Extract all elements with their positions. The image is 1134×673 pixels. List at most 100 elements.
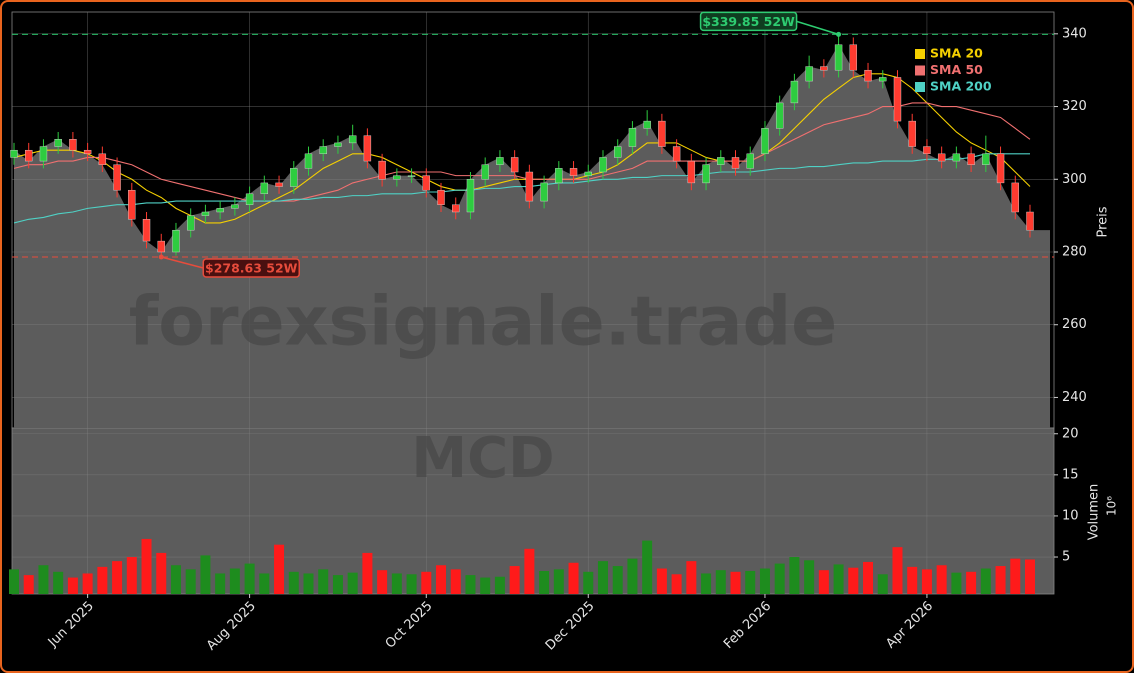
volume-bar <box>759 568 770 594</box>
volume-bar <box>53 571 64 594</box>
legend-label: SMA 50 <box>930 62 983 77</box>
volume-bar <box>126 557 137 594</box>
candle-body <box>69 139 77 151</box>
y-tick-label: 10 <box>1062 508 1079 523</box>
sma-line <box>13 153 1030 224</box>
candle-body <box>923 146 931 155</box>
candle-body <box>746 153 754 169</box>
y-tick-label: 20 <box>1062 426 1079 441</box>
candle-body <box>687 160 696 184</box>
candle-body <box>672 146 681 162</box>
y-tick-label: 280 <box>1062 245 1087 260</box>
candle-body <box>245 193 254 205</box>
candle-body <box>982 153 990 165</box>
candle-body <box>879 77 887 82</box>
volume-bar <box>789 557 800 594</box>
volume-bar <box>377 570 388 594</box>
candle-body <box>98 153 107 165</box>
candle-body <box>952 153 961 162</box>
candle-body <box>142 219 151 242</box>
candle-body <box>614 146 622 158</box>
x-tick-label: Feb 2026 <box>721 599 774 652</box>
candle-body <box>849 44 858 71</box>
candle-body <box>525 171 534 202</box>
candle-body <box>628 128 637 147</box>
candle-body <box>908 120 916 147</box>
volume-bar <box>671 574 682 594</box>
candle-body <box>304 153 313 169</box>
candle-body <box>893 77 902 122</box>
volume-bar <box>863 561 874 594</box>
candle-body <box>658 120 666 147</box>
candle-body <box>599 157 607 173</box>
volume-bar <box>715 570 726 594</box>
volume-bar <box>833 564 844 594</box>
candle-body <box>407 175 416 177</box>
candle-body <box>761 128 769 155</box>
candle-body <box>319 146 327 155</box>
candle-body <box>25 149 33 162</box>
volume-bar <box>966 571 977 594</box>
candle-body <box>437 189 445 205</box>
annotation-label: $278.63 52W <box>205 260 298 275</box>
candle-body <box>172 229 180 253</box>
candle-body <box>834 44 843 71</box>
volume-bar <box>112 561 123 594</box>
candle-body <box>348 135 357 144</box>
legend-swatch <box>915 65 925 76</box>
volume-bar <box>877 574 888 594</box>
candle-body <box>128 189 136 220</box>
x-tick-label: Dec 2025 <box>543 599 598 654</box>
x-tick-label: Aug 2025 <box>204 599 259 654</box>
candle-body <box>83 149 92 155</box>
candle-body <box>864 69 872 82</box>
volume-bar <box>450 569 461 594</box>
watermark: forexsignale.trade <box>129 283 838 362</box>
volume-bar <box>332 575 343 594</box>
candle-body <box>201 211 210 216</box>
candle-body <box>216 208 224 213</box>
volume-bar <box>980 568 991 594</box>
candle-body <box>1026 211 1034 231</box>
volume-bar <box>170 565 181 594</box>
volume-bar <box>656 568 667 594</box>
candle-body <box>937 153 946 162</box>
volume-bar <box>229 568 240 594</box>
candle-body <box>113 164 121 191</box>
volume-bar <box>362 552 373 594</box>
candle-body <box>452 204 460 213</box>
volume-bar <box>524 548 535 594</box>
volume-bar <box>730 571 741 594</box>
annotation-arrowhead <box>158 254 164 260</box>
y-tick-label: 5 <box>1062 550 1070 565</box>
candle-body <box>510 157 519 173</box>
candle-body <box>39 146 48 162</box>
candle-body <box>643 120 651 129</box>
volume-bar <box>288 571 299 594</box>
candle-body <box>10 149 18 158</box>
volume-bar <box>465 575 476 594</box>
y-tick-label: 240 <box>1062 390 1087 405</box>
candle-body <box>290 168 298 187</box>
volume-bar <box>892 547 903 594</box>
volume-bar <box>82 573 93 594</box>
volume-bar <box>804 560 815 594</box>
annotation-arrowhead <box>836 31 842 37</box>
y-tick-label: 300 <box>1062 172 1087 187</box>
volume-bar <box>244 563 255 594</box>
y-tick-label: 260 <box>1062 317 1087 332</box>
volume-bar <box>274 544 285 594</box>
candle-body <box>805 66 813 82</box>
candle-body <box>820 66 828 71</box>
volume-bar <box>568 562 579 594</box>
candle-body <box>967 153 975 165</box>
volume-bar <box>1010 558 1021 594</box>
volume-bar <box>215 573 226 594</box>
sma-line <box>13 73 1031 224</box>
volume-bar <box>97 566 108 594</box>
volume-bar <box>347 572 358 594</box>
candle-body <box>186 215 195 231</box>
volume-bar <box>745 570 756 594</box>
